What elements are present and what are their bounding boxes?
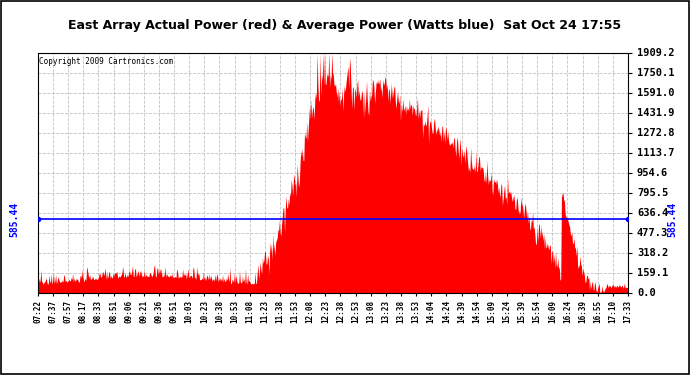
Text: 585.44: 585.44: [10, 201, 19, 237]
Text: Copyright 2009 Cartronics.com: Copyright 2009 Cartronics.com: [39, 57, 173, 66]
Text: East Array Actual Power (red) & Average Power (Watts blue)  Sat Oct 24 17:55: East Array Actual Power (red) & Average …: [68, 19, 622, 32]
Text: 585.44: 585.44: [667, 201, 677, 237]
